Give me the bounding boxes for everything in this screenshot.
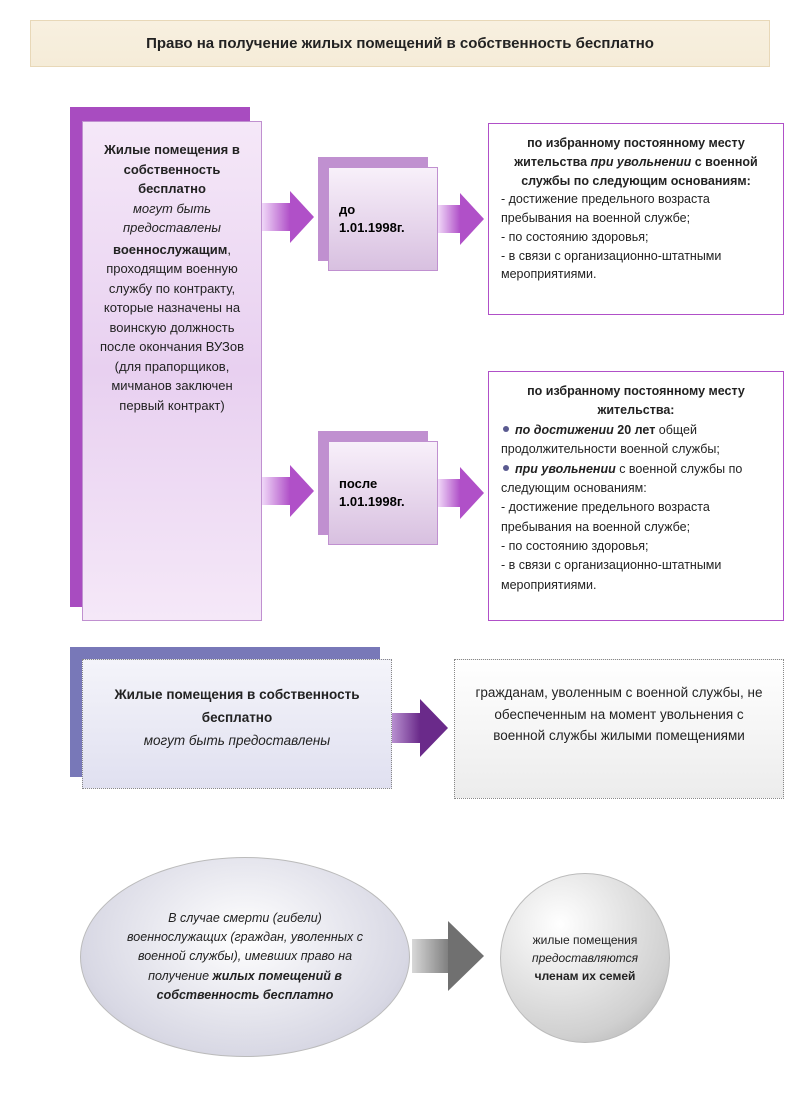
arrow-4-tip (460, 467, 484, 519)
r2-li1: - достижение предельного возраста пребыв… (501, 498, 771, 537)
arrow-1-tip (290, 191, 314, 243)
s2-bold: Жилые помещения в собственность бесплатн… (101, 684, 373, 730)
result-after: по избранному постоянному месту жительст… (488, 371, 784, 621)
section-main: Жилые помещения в собственность бесплатн… (30, 107, 770, 637)
death-ellipse: В случае смерти (гибели) военнослужащих … (80, 857, 410, 1057)
r2-bullet2: при увольнении с военной службы по следу… (501, 460, 771, 499)
r1-li1: - достижение предельного возраста пребыв… (501, 190, 771, 228)
arrow-4 (438, 479, 460, 507)
date-after: после1.01.1998г. (328, 441, 438, 545)
r1-li3: - в связи с организационно-штатными меро… (501, 247, 771, 285)
arrow-2-tip (460, 193, 484, 245)
eligible-bold: Жилые помещения в собственность бесплатн… (95, 140, 249, 199)
arrow-5 (392, 713, 420, 743)
arrow-5-tip (420, 699, 448, 757)
r2-li3: - в связи с организационно-штатными меро… (501, 556, 771, 595)
family-circle: жилые помещения предоставляются членам и… (500, 873, 670, 1043)
arrow-3-tip (290, 465, 314, 517)
r2-header: по избранному постоянному месту жительст… (501, 382, 771, 421)
section-death: В случае смерти (гибели) военнослужащих … (30, 847, 770, 1077)
s2-italic: могут быть предоставлены (101, 730, 373, 753)
arrow-6 (412, 939, 448, 973)
arrow-1 (262, 203, 290, 231)
r2-li2: - по состоянию здоровья; (501, 537, 771, 556)
date-before: до1.01.1998г. (328, 167, 438, 271)
page-title: Право на получение жилых помещений в соб… (30, 20, 770, 67)
arrow-6-tip (448, 921, 484, 991)
arrow-2 (438, 205, 460, 233)
r1-header: по избранному постоянному месту жительст… (501, 134, 771, 190)
eligible-italic: могут быть предоставлены (95, 199, 249, 238)
dismissed-result: гражданам, уволенным с военной службы, н… (454, 659, 784, 799)
dismissed-box: Жилые помещения в собственность бесплатн… (82, 659, 392, 789)
r2-bullet1: по достижении 20 лет общей продолжительн… (501, 421, 771, 460)
result-before: по избранному постоянному месту жительст… (488, 123, 784, 315)
r1-li2: - по состоянию здоровья; (501, 228, 771, 247)
section-dismissed: Жилые помещения в собственность бесплатн… (30, 647, 770, 817)
eligible-rest: военнослужащим, проходящим военную служб… (95, 240, 249, 416)
arrow-3 (262, 477, 290, 505)
eligible-box: Жилые помещения в собственность бесплатн… (82, 121, 262, 621)
